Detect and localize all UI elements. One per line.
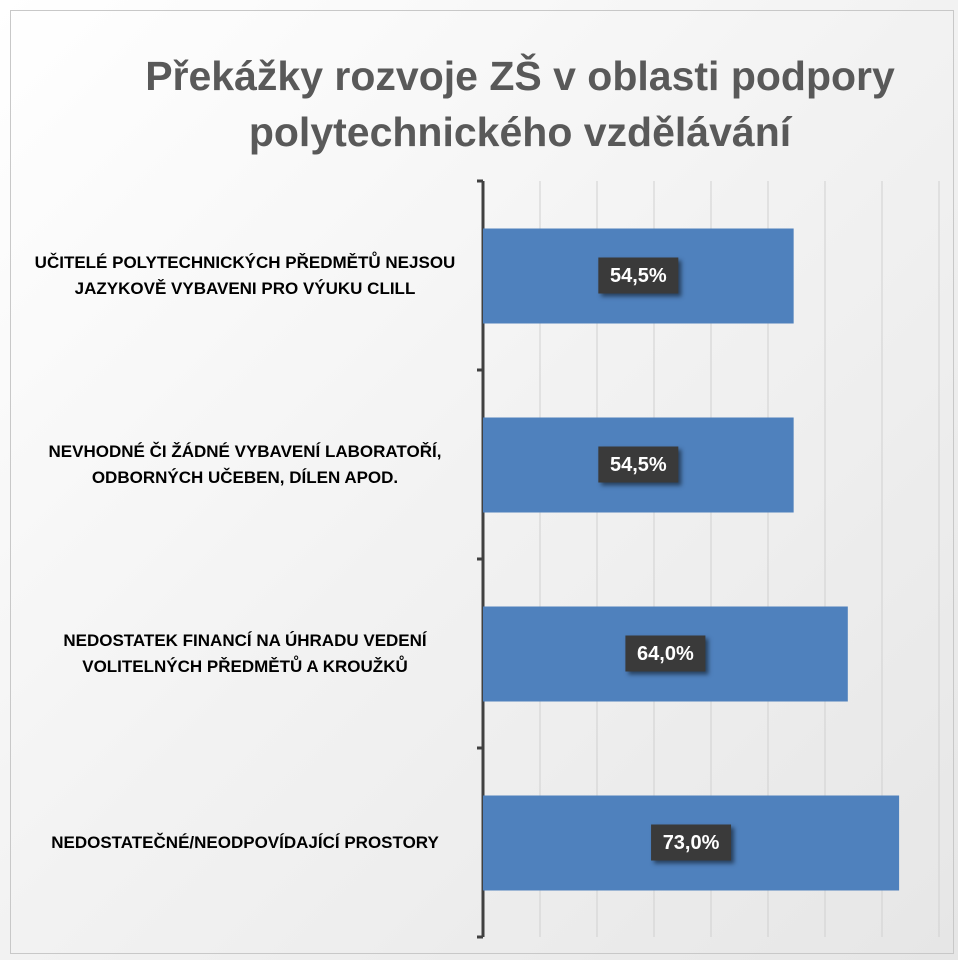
value-label-box <box>598 446 679 483</box>
value-label: 73,0% <box>663 832 720 854</box>
value-label-box <box>625 635 706 672</box>
chart-frame <box>10 10 954 954</box>
chart-title: Překážky rozvoje ZŠ v oblasti podpory po… <box>145 53 895 155</box>
value-label-box <box>651 824 732 861</box>
value-label: 64,0% <box>637 643 694 665</box>
y-tick-label: NEVHODNÉ ČI ŽÁDNÉ VYBAVENÍ LABORATOŘÍ, O… <box>48 441 442 487</box>
value-label: 54,5% <box>610 265 667 287</box>
value-label: 54,5% <box>610 454 667 476</box>
y-tick-label: NEDOSTATEK FINANCÍ NA ÚHRADU VEDENÍ VOLI… <box>63 630 427 676</box>
y-tick-label: UČITELÉ POLYTECHNICKÝCH PŘEDMĚTŮ NEJSOU … <box>34 252 456 298</box>
y-tick-label: NEDOSTATEČNÉ/NEODPOVÍDAJÍCÍ PROSTORY <box>51 832 439 852</box>
value-label-box <box>598 257 679 294</box>
